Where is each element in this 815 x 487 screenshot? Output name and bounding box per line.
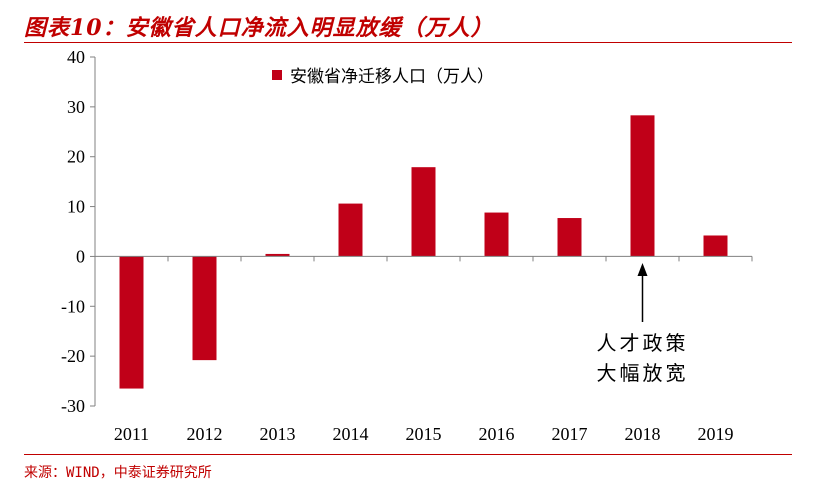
y-tick-label: 10 (67, 197, 85, 217)
x-tick-label: 2019 (698, 424, 734, 444)
x-axis: 2011 2012 2013 2014 2015 2016 2017 2018 2019 (94, 255, 753, 444)
y-tick-label: 20 (67, 147, 85, 167)
bar (265, 253, 290, 257)
annotation-arrow-head (637, 263, 648, 276)
x-tick-label: 2013 (260, 424, 296, 444)
legend-swatch (272, 70, 282, 80)
bar (630, 115, 655, 257)
y-tick-label: 40 (67, 47, 85, 67)
chart-title: 图表10：安徽省人口净流入明显放缓（万人） (24, 15, 494, 41)
legend-label: 安徽省净迁移人口（万人） (290, 67, 494, 87)
bar (484, 212, 509, 257)
y-tick-label: 30 (67, 97, 85, 117)
legend: 安徽省净迁移人口（万人） (272, 67, 494, 87)
y-tick-label: -30 (61, 396, 85, 416)
y-tick-label: -10 (61, 296, 85, 316)
x-tick-label: 2017 (552, 424, 588, 444)
bar (338, 203, 363, 257)
x-tick-label: 2014 (333, 424, 369, 444)
bars (119, 115, 728, 389)
y-tick-label: 0 (76, 246, 85, 266)
y-axis: -30 -20 -10 0 10 20 30 40 (61, 47, 96, 416)
source-rule (24, 454, 792, 455)
title-rule (24, 42, 792, 43)
bar (411, 167, 436, 257)
bar (119, 256, 144, 389)
x-tick-label: 2011 (114, 424, 149, 444)
bar (192, 256, 217, 361)
bar (703, 235, 728, 257)
source-note: 来源：WIND，中泰证券研究所 (24, 465, 212, 481)
annotation-line-2: 大幅放宽 (597, 361, 689, 385)
x-tick-label: 2015 (406, 424, 442, 444)
x-tick-label: 2012 (187, 424, 223, 444)
y-tick-label: -20 (61, 346, 85, 366)
x-tick-label: 2018 (625, 424, 661, 444)
annotation: 人才政策 大幅放宽 (597, 263, 689, 385)
x-tick-label: 2016 (479, 424, 515, 444)
annotation-line-1: 人才政策 (597, 331, 689, 355)
bar (557, 218, 582, 257)
